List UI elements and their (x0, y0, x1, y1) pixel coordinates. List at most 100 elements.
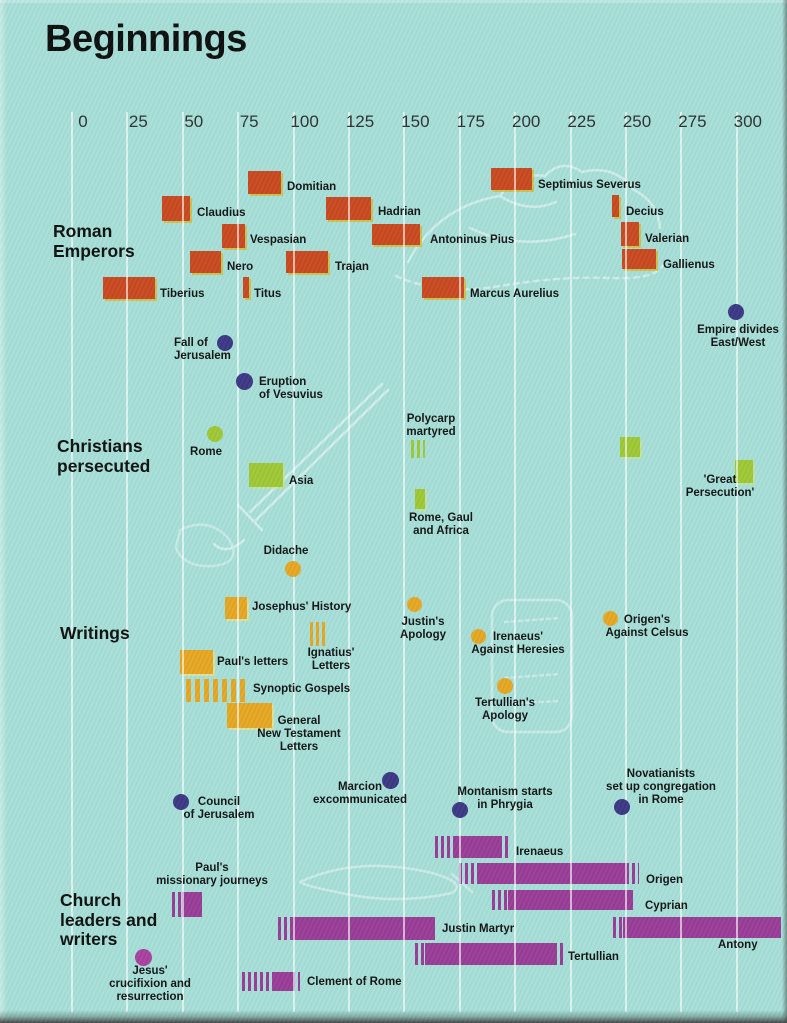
timeline-bar-antoninus-pius (372, 224, 420, 245)
timeline-bar-domitian (248, 171, 281, 194)
label-marcion-excommunicated: Marcion excommunicated (313, 781, 407, 806)
scroll-watermark (490, 598, 574, 734)
label-tertullian-s-apology: Tertullian's Apology (474, 697, 536, 722)
label-irenaeus-against-heresies: Irenaeus' Against Heresies (471, 631, 565, 656)
label-fall-of-jerusalem: Fall of Jerusalem (174, 337, 231, 362)
timeline-bar-tertullian (415, 943, 563, 965)
label-eruption-of-vesuvius: Eruption of Vesuvius (259, 376, 323, 401)
label-montanism-starts-in-phrygia: Montanism starts in Phrygia (457, 786, 553, 811)
label-synoptic-gospels: Synoptic Gospels (253, 683, 351, 695)
timeline-bar-nero (190, 251, 221, 273)
timeline-bar-marcus-aurelius (422, 277, 464, 298)
axis-tick-25: 25 (128, 112, 148, 131)
timeline-bar-claudius (162, 196, 190, 221)
axis-tick-175: 175 (456, 112, 485, 131)
label-clement-of-rome: Clement of Rome (307, 976, 402, 988)
event-dot-justin-s-apology (407, 597, 422, 612)
timeline-bar-synoptic-gospels (186, 679, 248, 702)
timeline-bar-irenaeus (435, 836, 511, 858)
label-hadrian: Hadrian (378, 206, 421, 218)
timeline-bar-gallienus (622, 249, 656, 269)
axis-tick-150: 150 (401, 112, 430, 131)
axis-tick-300: 300 (733, 112, 762, 131)
section-label-church-leaders-and-writers: Church leaders and writers (60, 890, 158, 949)
sword-watermark (174, 382, 390, 568)
axis-tick-125: 125 (345, 112, 375, 131)
axis-tick-100: 100 (290, 112, 319, 131)
label-didache: Didache (263, 545, 309, 557)
axis-tick-200: 200 (512, 112, 541, 131)
timeline-bar-tiberius (103, 277, 155, 299)
timeline-bar-general-new-testament-letters (227, 703, 272, 728)
timeline-bar-paul-s-missionary-journeys (172, 892, 204, 917)
section-label-christians-persecuted: Christians persecuted (57, 436, 151, 476)
event-dot-origen-s-against-celsus (603, 611, 618, 626)
timeline-bar-great-persecution (735, 460, 753, 483)
timeline-bar-asia (249, 463, 283, 487)
axis-tick-275: 275 (678, 112, 707, 131)
eagle-watermark (394, 164, 666, 291)
timeline-bar-clement-of-rome (242, 972, 300, 991)
label-origen-s-against-celsus: Origen's Against Celsus (605, 614, 689, 639)
label-titus: Titus (254, 288, 282, 300)
label-ignatius-letters: Ignatius' Letters (307, 647, 355, 672)
timeline-bar-josephus-history (225, 597, 247, 619)
label-great-persecution: 'Great Persecution' (685, 474, 755, 499)
event-dot-marcion-excommunicated (382, 772, 399, 789)
label-novatianists-set-up-congregation-in-rome: Novatianists set up congregation in Rome (606, 768, 716, 806)
timeline-bar-polycarp-martyred (411, 440, 425, 458)
timeline-bar-decius (612, 195, 619, 217)
label-cyprian: Cyprian (645, 900, 688, 912)
label-josephus-history: Josephus' History (252, 601, 352, 613)
label-irenaeus: Irenaeus (516, 846, 564, 858)
label-general-new-testament-letters: General New Testament Letters (257, 715, 341, 753)
event-dot-rome (207, 426, 223, 442)
section-label-roman-emperors: Roman Emperors (53, 221, 135, 261)
label-valerian: Valerian (645, 233, 690, 245)
event-dot-eruption-of-vesuvius (236, 373, 253, 390)
label-justin-martyr: Justin Martyr (442, 923, 515, 935)
axis-tick-225: 225 (567, 112, 596, 131)
axis-tick-0: 0 (78, 112, 88, 131)
axis-tick-75: 75 (239, 112, 259, 131)
label-tertullian: Tertullian (568, 951, 619, 963)
label-marcus-aurelius: Marcus Aurelius (470, 288, 560, 300)
timeline-bar-titus (243, 277, 249, 298)
label-polycarp-martyred: Polycarp martyred (406, 413, 456, 438)
label-rome-gaul-and-africa: Rome, Gaul and Africa (409, 512, 473, 537)
label-gallienus: Gallienus (663, 259, 715, 271)
label-domitian: Domitian (287, 181, 337, 193)
label-paul-s-missionary-journeys: Paul's missionary journeys (156, 862, 268, 887)
label-origen: Origen (646, 874, 684, 886)
label-antoninus-pius: Antoninus Pius (430, 234, 515, 246)
timeline-bar-trajan (286, 251, 328, 273)
label-jesus-crucifixion-and-resurrection: Jesus' crucifixion and resurrection (109, 965, 191, 1003)
label-trajan: Trajan (335, 261, 369, 273)
event-dot-irenaeus-against-heresies (471, 629, 486, 644)
section-label-writings: Writings (60, 623, 130, 643)
label-septimius-severus: Septimius Severus (538, 179, 641, 191)
page-title: Beginnings (45, 18, 247, 60)
event-dot-fall-of-jerusalem (217, 335, 233, 351)
label-nero: Nero (227, 261, 254, 273)
label-vespasian: Vespasian (250, 234, 307, 246)
event-dot-jesus-crucifixion-and-resurrection (135, 949, 152, 966)
label-council-of-jerusalem: Council of Jerusalem (183, 796, 255, 821)
timeline-bar-septimius-severus (491, 168, 532, 190)
label-antony: Antony (718, 939, 758, 951)
label-empire-divides-east-west: Empire divides East/West (697, 324, 779, 349)
event-dot-council-of-jerusalem (173, 794, 189, 810)
timeline-bar-ignatius-letters (310, 622, 328, 646)
axis-tick-50: 50 (184, 112, 204, 131)
label-rome: Rome (190, 446, 222, 458)
event-dot-tertullian-s-apology (497, 678, 513, 694)
axis-tick-250: 250 (622, 112, 652, 131)
label-claudius: Claudius (197, 207, 246, 219)
label-tiberius: Tiberius (160, 288, 205, 300)
timeline-bar-paul-s-letters (180, 650, 213, 674)
